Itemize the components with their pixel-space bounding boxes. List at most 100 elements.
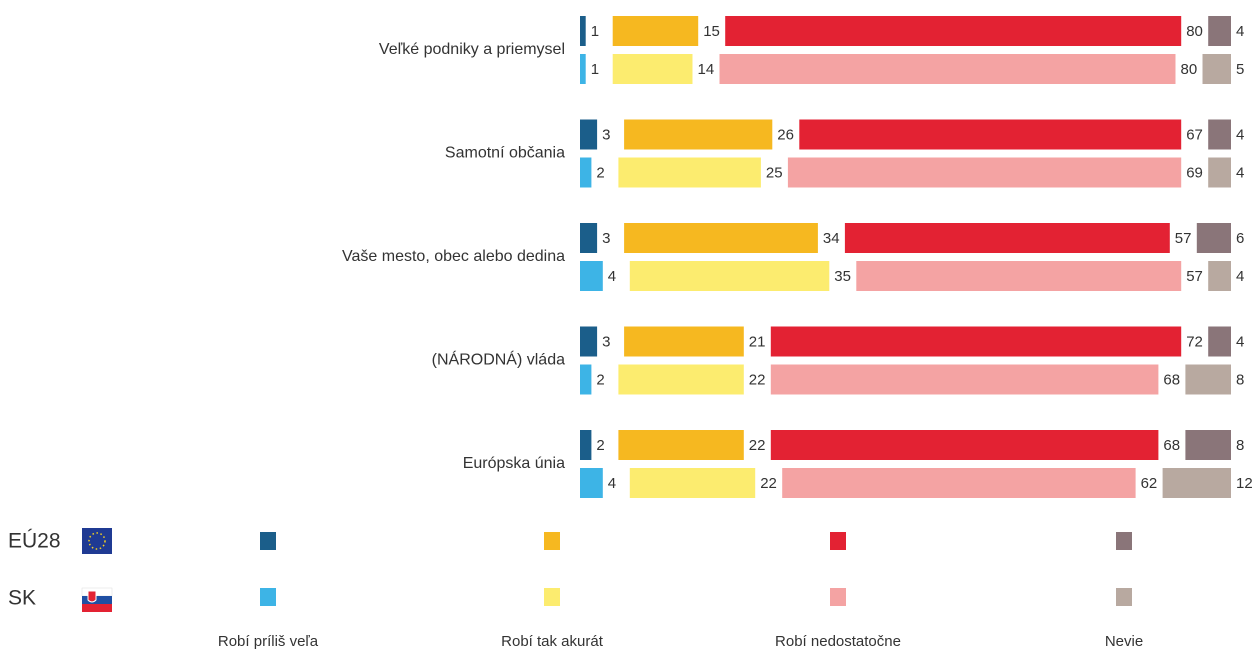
category-label: Veľké podniky a priemysel	[379, 41, 565, 58]
value-label: 14	[698, 61, 715, 78]
value-label: 72	[1186, 333, 1203, 350]
value-label: 8	[1236, 437, 1244, 454]
value-label: 80	[1181, 61, 1198, 78]
legend-swatch	[544, 532, 560, 550]
bar-segment	[1185, 364, 1231, 395]
value-label: 22	[749, 371, 766, 388]
bar-segment	[618, 430, 744, 460]
value-label: 1	[591, 61, 599, 78]
value-label: 2	[596, 164, 604, 181]
bar-segment	[624, 326, 744, 357]
legend-label: Robí tak akurát	[501, 633, 604, 650]
value-label: 4	[608, 475, 616, 492]
bar-segment	[1208, 16, 1231, 46]
bar-segment	[856, 261, 1182, 291]
value-label: 62	[1141, 475, 1158, 492]
value-label: 35	[834, 268, 851, 285]
legend-swatch	[1116, 588, 1132, 606]
bar-segment	[580, 223, 598, 253]
legend-label: Robí príliš veľa	[218, 633, 319, 650]
bar-segment	[719, 54, 1176, 84]
bar-segment	[770, 364, 1159, 395]
bar-segment	[618, 364, 744, 395]
value-label: 3	[602, 333, 610, 350]
legend-swatch	[260, 532, 276, 550]
eu-flag	[82, 528, 112, 554]
bar-segment	[1208, 261, 1231, 291]
value-label: 68	[1163, 437, 1180, 454]
value-label: 22	[760, 475, 777, 492]
value-label: 21	[749, 333, 766, 350]
bar-segment	[770, 430, 1159, 460]
value-label: 69	[1186, 164, 1203, 181]
legend-swatch	[830, 532, 846, 550]
bar-segment	[580, 261, 603, 291]
value-label: 22	[749, 437, 766, 454]
value-label: 4	[1236, 333, 1244, 350]
bar-segment	[580, 157, 592, 188]
legend-swatch	[260, 588, 276, 606]
bar-segment	[1202, 54, 1231, 84]
bar-segment	[629, 261, 830, 291]
value-label: 12	[1236, 475, 1253, 492]
group-label: SK	[8, 587, 36, 610]
value-label: 3	[602, 230, 610, 247]
bar-segment	[618, 157, 761, 188]
bar-segment	[770, 326, 1182, 357]
value-label: 3	[602, 126, 610, 143]
value-label: 2	[596, 437, 604, 454]
bar-segment	[725, 16, 1182, 46]
value-label: 8	[1236, 371, 1244, 388]
bar-segment	[580, 16, 586, 46]
bar-segment	[612, 16, 699, 46]
value-label: 80	[1186, 23, 1203, 40]
legend-label: Nevie	[1105, 633, 1143, 650]
bar-segment	[580, 468, 603, 498]
value-label: 1	[591, 23, 599, 40]
value-label: 57	[1175, 230, 1192, 247]
group-label: EÚ28	[8, 530, 61, 553]
value-label: 15	[703, 23, 720, 40]
bar-segment	[580, 326, 598, 357]
value-label: 4	[1236, 164, 1244, 181]
value-label: 26	[777, 126, 794, 143]
value-label: 25	[766, 164, 783, 181]
category-label: (NÁRODNÁ) vláda	[432, 350, 565, 369]
legend-label: Robí nedostatočne	[775, 633, 901, 650]
sk-flag	[81, 587, 113, 612]
bar-segment	[629, 468, 756, 498]
category-label: Vaše mesto, obec alebo dedina	[342, 248, 565, 265]
legend-swatch	[1116, 532, 1132, 550]
value-label: 67	[1186, 126, 1203, 143]
category-label: Európska únia	[463, 455, 565, 472]
bar-segment	[787, 157, 1182, 188]
bar-segment	[580, 364, 592, 395]
bar-segment	[580, 430, 592, 460]
bar-segment	[1162, 468, 1231, 498]
value-label: 6	[1236, 230, 1244, 247]
bar-segment	[1185, 430, 1231, 460]
bar-segment	[580, 54, 586, 84]
value-label: 57	[1186, 268, 1203, 285]
bar-segment	[799, 119, 1182, 150]
bar-segment	[782, 468, 1136, 498]
bar-segment	[1208, 119, 1231, 150]
legend-swatch	[544, 588, 560, 606]
bar-segment	[624, 119, 773, 150]
value-label: 5	[1236, 61, 1244, 78]
value-label: 4	[608, 268, 616, 285]
bar-segment	[580, 119, 598, 150]
category-label: Samotní občania	[445, 145, 565, 162]
value-label: 2	[596, 371, 604, 388]
bar-segment	[1196, 223, 1231, 253]
value-label: 4	[1236, 126, 1244, 143]
value-label: 4	[1236, 268, 1244, 285]
bar-segment	[612, 54, 693, 84]
bar-segment	[624, 223, 818, 253]
bar-segment	[844, 223, 1170, 253]
value-label: 4	[1236, 23, 1244, 40]
bar-segment	[1208, 326, 1231, 357]
value-label: 34	[823, 230, 840, 247]
bar-segment	[1208, 157, 1231, 188]
